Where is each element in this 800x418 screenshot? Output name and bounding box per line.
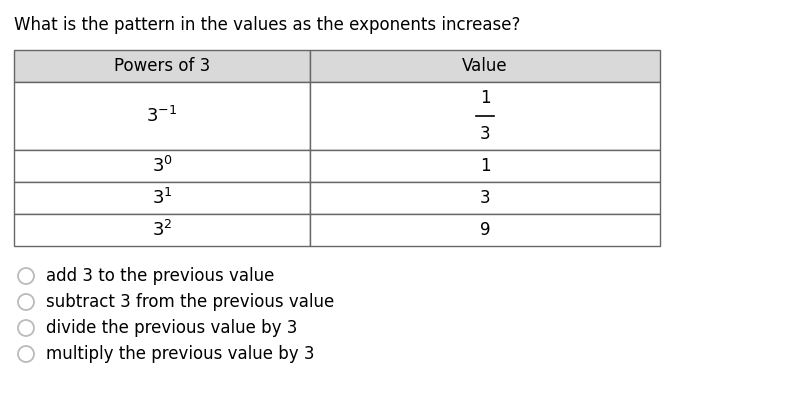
Bar	[310, 214, 660, 246]
Text: multiply the previous value by 3: multiply the previous value by 3	[46, 345, 314, 363]
Text: $3^{0}$: $3^{0}$	[151, 156, 173, 176]
Text: $3^{-1}$: $3^{-1}$	[146, 106, 178, 126]
Text: Value: Value	[462, 57, 508, 75]
Bar	[310, 82, 660, 150]
Text: 1: 1	[480, 157, 490, 175]
Text: Powers of 3: Powers of 3	[114, 57, 210, 75]
Bar	[310, 50, 660, 82]
Text: 3: 3	[480, 189, 490, 207]
Bar	[310, 182, 660, 214]
Bar	[14, 214, 310, 246]
Text: $3^{2}$: $3^{2}$	[152, 220, 172, 240]
Text: 3: 3	[480, 125, 490, 143]
Bar	[14, 50, 310, 82]
Text: divide the previous value by 3: divide the previous value by 3	[46, 319, 298, 337]
Text: What is the pattern in the values as the exponents increase?: What is the pattern in the values as the…	[14, 16, 520, 34]
Text: add 3 to the previous value: add 3 to the previous value	[46, 267, 274, 285]
Bar	[14, 150, 310, 182]
Text: 9: 9	[480, 221, 490, 239]
Text: 1: 1	[480, 89, 490, 107]
Text: subtract 3 from the previous value: subtract 3 from the previous value	[46, 293, 334, 311]
Bar	[14, 182, 310, 214]
Text: $3^{1}$: $3^{1}$	[152, 188, 172, 208]
Bar	[14, 82, 310, 150]
Bar	[310, 150, 660, 182]
